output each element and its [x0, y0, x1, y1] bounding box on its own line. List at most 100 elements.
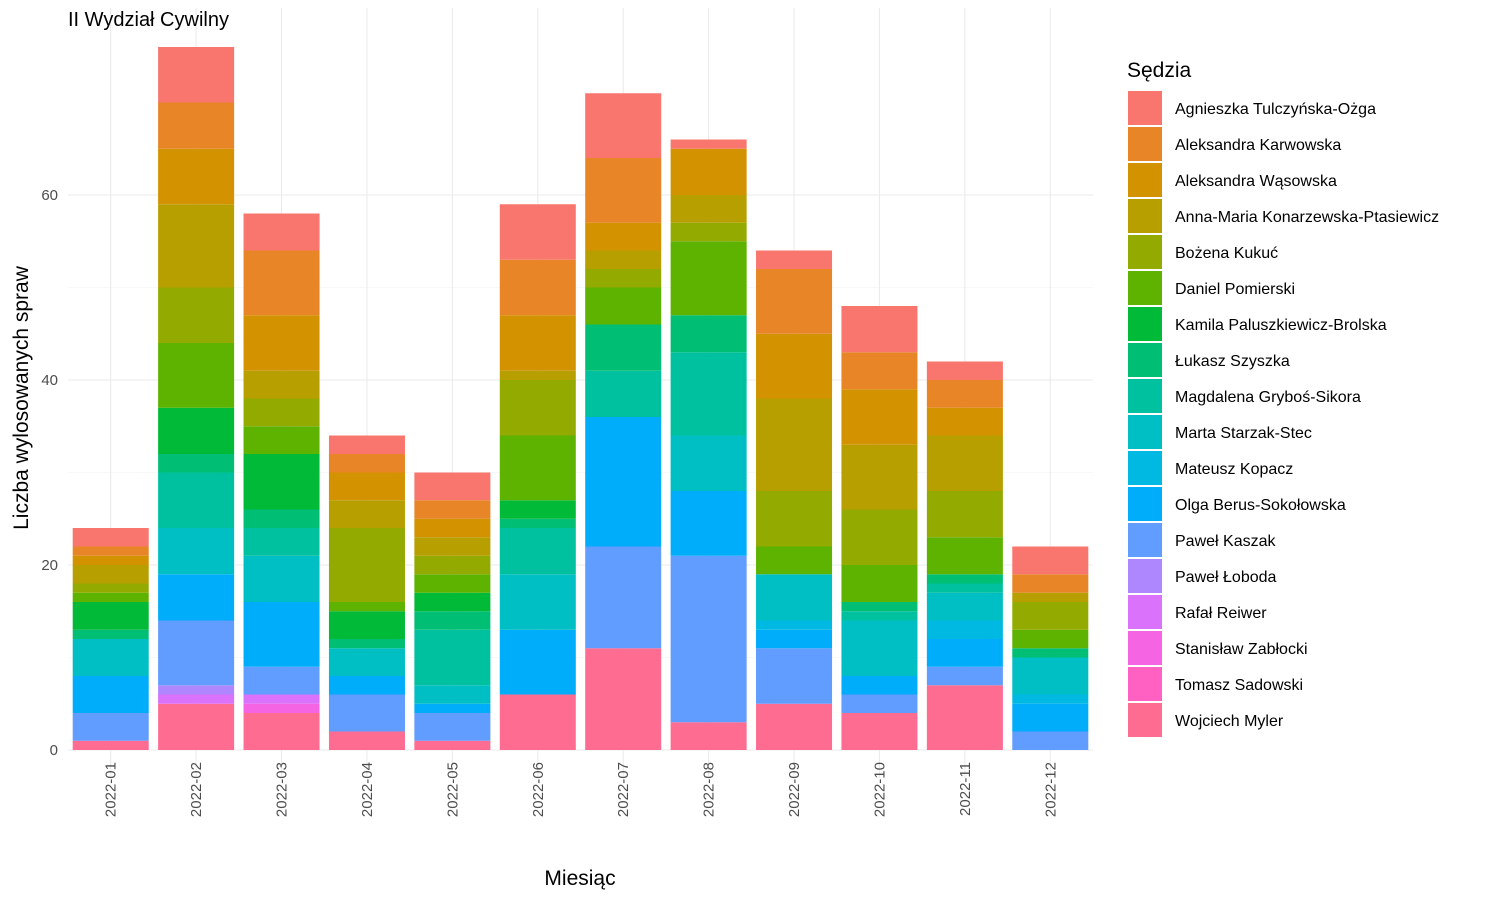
bar-segment: Bożena Kukuć — 2022-02: 6: [158, 287, 235, 343]
bar-segment: Bożena Kukuć — 2022-08: 2: [670, 222, 747, 242]
bar-segment: Aleksandra Karwowska — 2022-11: 3: [926, 380, 1003, 408]
bar-segment: Aleksandra Wąsowska — 2022-08: 5: [670, 148, 747, 195]
bar-segment: Marta Starzak-Stec — 2022-02: 5: [158, 528, 235, 575]
bar-segment: Aleksandra Wąsowska — 2022-04: 3: [328, 472, 405, 501]
x-tick-label: 2022-05: [444, 762, 461, 817]
bar-segment: Agnieszka Tulczyńska-Ożga — 2022-01: 2: [72, 528, 149, 547]
bar-segment: Aleksandra Wąsowska — 2022-06: 6: [499, 315, 576, 371]
bar-segment: Agnieszka Tulczyńska-Ożga — 2022-06: 6: [499, 204, 576, 260]
bar-segment: Paweł Kaszak — 2022-12: 2: [1012, 731, 1089, 750]
bar-segment: Olga Berus-Sokołowska — 2022-01: 4: [72, 676, 149, 713]
bar-segment: Marta Starzak-Stec — 2022-10: 6: [841, 620, 918, 676]
legend-swatch: [1128, 595, 1162, 629]
bar-segment: Aleksandra Wąsowska — 2022-09: 7: [756, 333, 833, 399]
legend-label: Marta Starzak-Stec: [1175, 425, 1312, 442]
legend-label: Paweł Łoboda: [1175, 569, 1277, 586]
legend-label: Wojciech Myler: [1175, 713, 1284, 730]
bar-segment: Daniel Pomierski — 2022-10: 4: [841, 565, 918, 602]
legend-label: Stanisław Zabłocki: [1175, 641, 1308, 658]
bar-segment: Łukasz Szyszka — 2022-02: 2: [158, 454, 235, 473]
bar-segment: Paweł Kaszak — 2022-05: 3: [414, 713, 491, 741]
bar-segment: Daniel Pomierski — 2022-04: 1: [328, 602, 405, 612]
bar-segment: Olga Berus-Sokołowska — 2022-04: 2: [328, 676, 405, 695]
bar-segment: Agnieszka Tulczyńska-Ożga — 2022-12: 3: [1012, 546, 1089, 575]
bar-segment: Kamila Paluszkiewicz-Brolska — 2022-06: …: [499, 500, 576, 519]
legend-swatch: [1128, 127, 1162, 161]
x-tick-label: 2022-12: [1042, 762, 1059, 817]
bar-segment: Bożena Kukuć — 2022-06: 6: [499, 380, 576, 436]
bar-segment: Kamila Paluszkiewicz-Brolska — 2022-01: …: [72, 602, 149, 630]
legend-label: Magdalena Gryboś-Sikora: [1175, 389, 1361, 406]
bar-segment: Łukasz Szyszka — 2022-01: 1: [72, 629, 149, 639]
y-tick-label: 60: [41, 187, 58, 204]
y-tick-label: 0: [50, 742, 58, 759]
bar-segment: Olga Berus-Sokołowska — 2022-12: 3: [1012, 703, 1089, 732]
legend-swatch: [1128, 343, 1162, 377]
bar-segment: Wojciech Myler — 2022-11: 7: [926, 685, 1003, 750]
x-tick-label: 2022-10: [871, 762, 888, 817]
bar-segment: Anna-Maria Konarzewska-Ptasiewicz — 2022…: [926, 435, 1003, 491]
bar-segment: Anna-Maria Konarzewska-Ptasiewicz — 2022…: [72, 565, 149, 584]
bar-segment: Bożena Kukuć — 2022-01: 1: [72, 583, 149, 593]
bar-segment: Agnieszka Tulczyńska-Ożga — 2022-11: 2: [926, 361, 1003, 380]
bar-segment: Anna-Maria Konarzewska-Ptasiewicz — 2022…: [670, 195, 747, 223]
bar-segment: Paweł Łoboda — 2022-02: 1: [158, 685, 235, 695]
bar-segment: Bożena Kukuć — 2022-12: 3: [1012, 602, 1089, 630]
bar-segment: Magdalena Gryboś-Sikora — 2022-06: 5: [499, 528, 576, 575]
bar-segment: Bożena Kukuć — 2022-11: 5: [926, 491, 1003, 538]
bar-segment: Daniel Pomierski — 2022-01: 1: [72, 592, 149, 602]
legend-label: Agnieszka Tulczyńska-Ożga: [1175, 101, 1376, 118]
x-tick-label: 2022-11: [957, 762, 974, 816]
bar-segment: Wojciech Myler — 2022-07: 11: [585, 648, 662, 750]
legend-label: Daniel Pomierski: [1175, 281, 1295, 298]
bar-segment: Aleksandra Wąsowska — 2022-10: 6: [841, 389, 918, 445]
bar-segment: Olga Berus-Sokołowska — 2022-11: 3: [926, 639, 1003, 667]
bar-segment: Daniel Pomierski — 2022-05: 2: [414, 574, 491, 593]
bar-segment: Anna-Maria Konarzewska-Ptasiewicz — 2022…: [414, 537, 491, 556]
legend-swatch: [1128, 163, 1162, 197]
bar-segment: Aleksandra Karwowska — 2022-04: 2: [328, 454, 405, 473]
bar-segment: Daniel Pomierski — 2022-12: 2: [1012, 629, 1089, 649]
x-axis-title: Miesiąc: [544, 867, 615, 890]
bar-segment: Łukasz Szyszka — 2022-04: 1: [328, 639, 405, 649]
legend-swatch: [1128, 523, 1162, 557]
bar-segment: Anna-Maria Konarzewska-Ptasiewicz — 2022…: [328, 500, 405, 528]
bar-segment: Mateusz Kopacz — 2022-12: 1: [1012, 694, 1089, 704]
bar-segment: Paweł Kaszak — 2022-09: 6: [756, 648, 833, 704]
bar-segment: Kamila Paluszkiewicz-Brolska — 2022-02: …: [158, 407, 235, 454]
bar-segment: Aleksandra Karwowska — 2022-01: 1: [72, 546, 149, 556]
bar-segment: Bożena Kukuć — 2022-09: 6: [756, 491, 833, 547]
legend-swatch: [1128, 667, 1162, 701]
bar-segment: Daniel Pomierski — 2022-08: 8: [670, 241, 747, 316]
bar-segment: Aleksandra Karwowska — 2022-10: 4: [841, 352, 918, 390]
bar-segment: Wojciech Myler — 2022-04: 2: [328, 731, 405, 750]
bar-segment: Mateusz Kopacz — 2022-11: 2: [926, 620, 1003, 639]
bar-segment: Daniel Pomierski — 2022-06: 7: [499, 435, 576, 501]
bar-segment: Agnieszka Tulczyńska-Ożga — 2022-04: 2: [328, 435, 405, 454]
bar-segment: Aleksandra Karwowska — 2022-12: 2: [1012, 574, 1089, 593]
bar-segment: Wojciech Myler — 2022-06: 6: [499, 694, 576, 750]
bar-segment: Łukasz Szyszka — 2022-06: 1: [499, 518, 576, 528]
bar-segment: Kamila Paluszkiewicz-Brolska — 2022-05: …: [414, 592, 491, 612]
chart-title: II Wydział Cywilny: [68, 9, 229, 31]
bar-segment: Paweł Kaszak — 2022-07: 11: [585, 546, 662, 649]
bar-segment: Łukasz Szyszka — 2022-05: 2: [414, 611, 491, 630]
x-tick-label: 2022-08: [701, 762, 718, 817]
x-tick-label: 2022-02: [188, 762, 205, 817]
bar-segment: Marta Starzak-Stec — 2022-09: 5: [756, 574, 833, 621]
x-tick-labels: 2022-01 2022-02 2022-03 2022-04 2022-05 2022-…: [103, 762, 1060, 817]
bar-segment: Magdalena Gryboś-Sikora — 2022-02: 6: [158, 472, 235, 528]
legend-swatch: [1128, 415, 1162, 449]
legend-swatch: [1128, 199, 1162, 233]
legend-label: Aleksandra Wąsowska: [1175, 173, 1337, 190]
bar-segment: Łukasz Szyszka — 2022-03: 2: [243, 509, 320, 528]
bar-segment: Paweł Kaszak — 2022-03: 3: [243, 666, 320, 695]
bar-segment: Wojciech Myler — 2022-01: 1: [72, 740, 149, 750]
bar-segment: Olga Berus-Sokołowska — 2022-07: 14: [585, 417, 662, 547]
bar-segment: Magdalena Gryboś-Sikora — 2022-10: 1: [841, 611, 918, 621]
bar-segment: Olga Berus-Sokołowska — 2022-09: 2: [756, 629, 833, 649]
legend-swatch: [1128, 271, 1162, 305]
bar-segment: Bożena Kukuć — 2022-07: 2: [585, 269, 662, 288]
bar-segment: Agnieszka Tulczyńska-Ożga — 2022-02: 6: [158, 47, 235, 103]
